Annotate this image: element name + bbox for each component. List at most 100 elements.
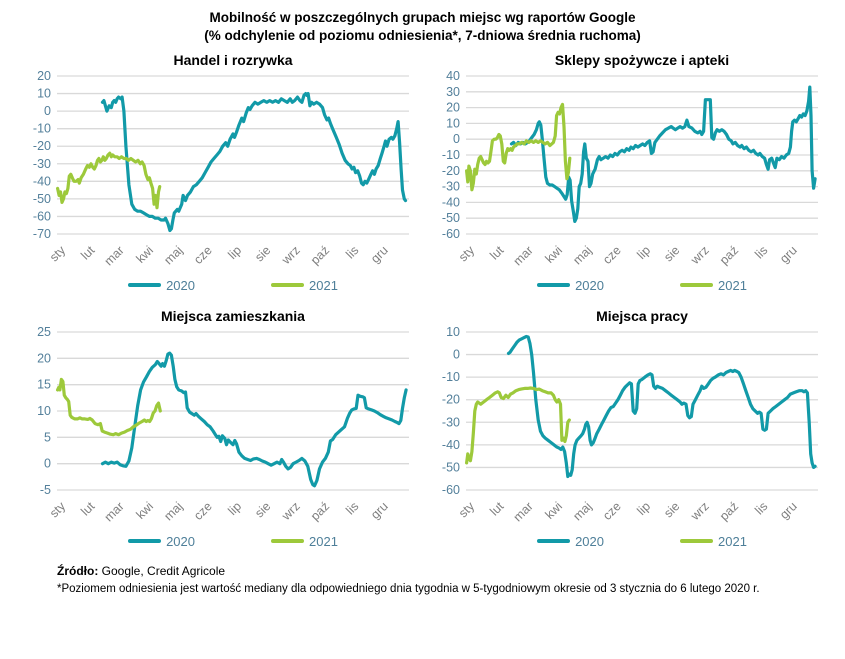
y-tick-label: -5	[39, 483, 50, 497]
y-tick-label: 0	[453, 132, 460, 146]
page-title: Mobilność w poszczególnych grupach miejs…	[0, 0, 845, 45]
x-tick-label: lis	[343, 499, 361, 517]
x-tick-label: kwi	[542, 243, 565, 266]
page-title-line-2: (% odchylenie od poziomu odniesienia*, 7…	[204, 28, 641, 43]
x-tick-label: lip	[225, 499, 244, 518]
x-tick-label: wrz	[687, 499, 711, 523]
y-tick-label: -50	[441, 460, 459, 474]
chart-title: Handel i rozrywka	[173, 52, 293, 68]
x-tick-label: kwi	[133, 243, 156, 266]
legend-label-2020: 2020	[575, 533, 604, 549]
chart-title: Sklepy spożywcze i apteki	[554, 52, 730, 68]
source-line: Źródło: Google, Credit Agricole	[57, 564, 845, 578]
legend-swatch-2021	[680, 539, 713, 543]
x-tick-label: lis	[752, 243, 770, 261]
x-tick-label: lut	[78, 243, 98, 263]
x-tick-label: lip	[634, 243, 653, 262]
y-tick-label: 15	[37, 378, 51, 392]
legend-item-2021: 2021	[680, 278, 747, 293]
line-plot: 20 10 0 -10 -20 -30 -40 -50 -60 -70 sty lut mar kwi ma…	[32, 70, 409, 268]
x-tick-label: cze	[191, 499, 215, 523]
y-tick-label: 20	[37, 70, 51, 83]
x-tick-label: cze	[600, 243, 624, 267]
x-tick-label: kwi	[133, 499, 156, 522]
series-line-2021	[55, 151, 161, 210]
y-tick-label: -40	[32, 174, 50, 188]
x-tick-label: wrz	[278, 499, 302, 523]
y-tick-label: -40	[441, 438, 459, 452]
source-text: Google, Credit Agricole	[98, 564, 226, 578]
chart-legend: 2020 2021	[456, 532, 829, 550]
x-tick-label: lip	[225, 243, 244, 262]
legend-label-2021: 2021	[718, 277, 747, 293]
y-tick-label: -10	[441, 370, 459, 384]
legend-swatch-2020	[128, 283, 162, 287]
y-tick-label: -20	[32, 139, 50, 153]
y-tick-label: -10	[441, 148, 459, 162]
series-line-2020	[506, 334, 817, 479]
y-tick-label: -40	[441, 195, 459, 209]
x-tick-label: maj	[570, 499, 594, 523]
x-tick-label: lut	[78, 499, 98, 519]
x-tick-label: cze	[600, 499, 624, 523]
x-tick-label: sty	[46, 499, 68, 521]
y-tick-label: 10	[37, 404, 51, 418]
series-line-2020	[100, 351, 408, 488]
x-tick-label: gru	[368, 499, 391, 522]
chart-miejsca-pracy: Miejsca pracy 10 0 -10 -20 -30 -40 -50 -60 sty lu…	[426, 308, 829, 550]
y-tick-label: 25	[37, 326, 51, 339]
x-tick-label: kwi	[542, 499, 565, 522]
chart-title: Miejsca pracy	[596, 308, 688, 324]
x-tick-label: maj	[161, 243, 185, 267]
footer: Źródło: Google, Credit Agricole *Poziome…	[57, 564, 845, 595]
x-tick-label: sie	[661, 243, 682, 264]
legend-swatch-2021	[271, 539, 304, 543]
legend-label-2020: 2020	[166, 277, 195, 293]
charts-grid: Handel i rozrywka 20 10 0 -10 -20 -30 -40 -50 -6…	[17, 52, 829, 550]
x-tick-label: gru	[777, 499, 800, 522]
series-line-2021	[55, 377, 162, 437]
y-tick-label: -20	[441, 393, 459, 407]
chart-legend: 2020 2021	[47, 532, 420, 550]
legend-item-2021: 2021	[271, 534, 338, 549]
x-tick-label: paź	[716, 243, 740, 267]
x-tick-label: wrz	[278, 243, 302, 267]
page-title-line-1: Mobilność w poszczególnych grupach miejs…	[209, 10, 636, 25]
x-tick-label: sie	[252, 499, 273, 520]
legend-item-2021: 2021	[680, 534, 747, 549]
x-tick-label: lut	[487, 499, 507, 519]
x-tick-label: sty	[455, 499, 477, 521]
legend-swatch-2021	[271, 283, 304, 287]
y-tick-label: -20	[441, 164, 459, 178]
legend-label-2020: 2020	[575, 277, 604, 293]
chart-legend: 2020 2021	[456, 276, 829, 294]
chart-legend: 2020 2021	[47, 276, 420, 294]
legend-swatch-2020	[537, 283, 571, 287]
y-tick-label: -30	[32, 157, 50, 171]
legend-swatch-2020	[537, 539, 571, 543]
legend-item-2021: 2021	[271, 278, 338, 293]
y-tick-label: 5	[44, 430, 51, 444]
x-tick-label: gru	[368, 243, 391, 266]
x-tick-label: maj	[570, 243, 594, 267]
x-tick-label: maj	[161, 499, 185, 523]
y-tick-label: -60	[441, 483, 459, 497]
x-tick-label: sty	[455, 243, 477, 265]
y-tick-label: 0	[44, 104, 51, 118]
x-tick-label: lut	[487, 243, 507, 263]
y-tick-label: -30	[441, 415, 459, 429]
x-tick-label: lis	[752, 499, 770, 517]
y-tick-label: -30	[441, 180, 459, 194]
x-tick-label: paź	[307, 499, 331, 523]
legend-item-2020: 2020	[537, 534, 604, 549]
y-tick-label: 20	[446, 101, 460, 115]
chart-miejsca-zamieszkania: Miejsca zamieszkania 25 20 15 10 5 0 -5 sty lut m…	[17, 308, 420, 550]
chart-handel-i-rozrywka: Handel i rozrywka 20 10 0 -10 -20 -30 -40 -50 -6…	[17, 52, 420, 294]
y-tick-label: 10	[37, 87, 51, 101]
legend-label-2020: 2020	[166, 533, 195, 549]
x-tick-label: paź	[307, 243, 331, 267]
y-tick-label: -50	[32, 192, 50, 206]
series-line-2020	[100, 92, 407, 233]
